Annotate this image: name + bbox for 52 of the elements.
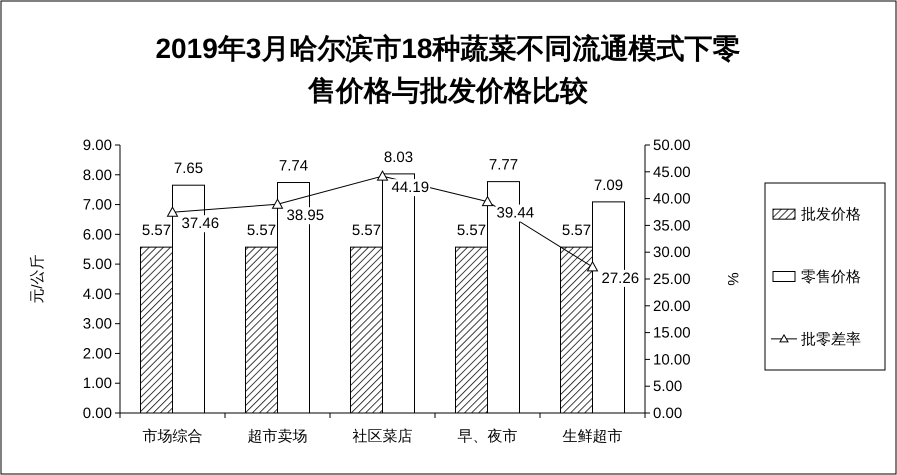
data-label: 5.57 (246, 222, 276, 240)
y-axis-title: 元/公斤 (29, 254, 46, 304)
y2-tick-label: 40.00 (653, 190, 691, 208)
y2-tick-label: 20.00 (653, 298, 691, 315)
y2-tick-label: 10.00 (653, 351, 691, 368)
data-label: 38.95 (286, 207, 324, 224)
y2-tick-label: 15.00 (653, 324, 691, 342)
data-label: 44.19 (392, 179, 430, 196)
y2-tick-label: 50.00 (653, 137, 691, 154)
y2-tick-label: 25.00 (653, 271, 691, 288)
data-label: 5.57 (142, 222, 172, 240)
y-tick-label: 3.00 (82, 316, 112, 333)
y-tick-label: 7.00 (82, 196, 112, 214)
y-tick-label: 4.00 (82, 286, 112, 303)
title: 2019年3月哈尔滨市18种蔬菜不同流通模式下零售价格与批发价格比较 (156, 33, 740, 106)
point (482, 196, 493, 206)
data-label: 39.44 (496, 204, 534, 222)
y-tick-label: 1.00 (82, 375, 112, 392)
y2-tick-label: 30.00 (653, 244, 691, 262)
data-label: 5.57 (562, 222, 592, 240)
data-label: 37.46 (182, 215, 220, 232)
data-label: 27.26 (602, 270, 640, 287)
point (377, 170, 388, 181)
data-label: 7.09 (594, 176, 624, 194)
point (272, 198, 283, 209)
y-tick-label: 2.00 (82, 345, 112, 362)
y2-tick-label: 0.00 (653, 405, 682, 422)
y2-tick-label: 45.00 (653, 164, 691, 181)
y-tick-label: 0.00 (82, 405, 112, 422)
x-tick-label: 社区菜店 (352, 428, 412, 445)
x-tick-label: 生鲜超市 (562, 428, 622, 445)
y-tick-label: 8.00 (82, 166, 112, 184)
legend-label: 批发价格 (801, 206, 861, 224)
data-label: 8.03 (384, 148, 414, 166)
data-label: 7.74 (278, 158, 308, 175)
x-tick-label: 市场综合 (142, 428, 202, 445)
y2-tick-label: 35.00 (653, 217, 691, 234)
x-tick-label: 超市卖场 (248, 428, 308, 445)
data-label: 5.57 (456, 222, 486, 240)
point (587, 261, 598, 272)
data-label: 5.57 (352, 222, 382, 240)
x-tick-label: 早、夜市 (458, 428, 518, 445)
point (167, 206, 178, 217)
legend-label: 零售价格 (801, 268, 861, 286)
y2-tick-label: 5.00 (653, 378, 682, 396)
y-tick-label: 9.00 (82, 137, 112, 154)
y-tick-label: 5.00 (82, 256, 112, 274)
data-label: 7.77 (488, 156, 518, 174)
data-label: 7.65 (174, 160, 204, 178)
y-tick-label: 6.00 (82, 226, 112, 244)
legend-label: 批零差率 (801, 330, 861, 348)
y2-axis-title: % (724, 272, 741, 286)
